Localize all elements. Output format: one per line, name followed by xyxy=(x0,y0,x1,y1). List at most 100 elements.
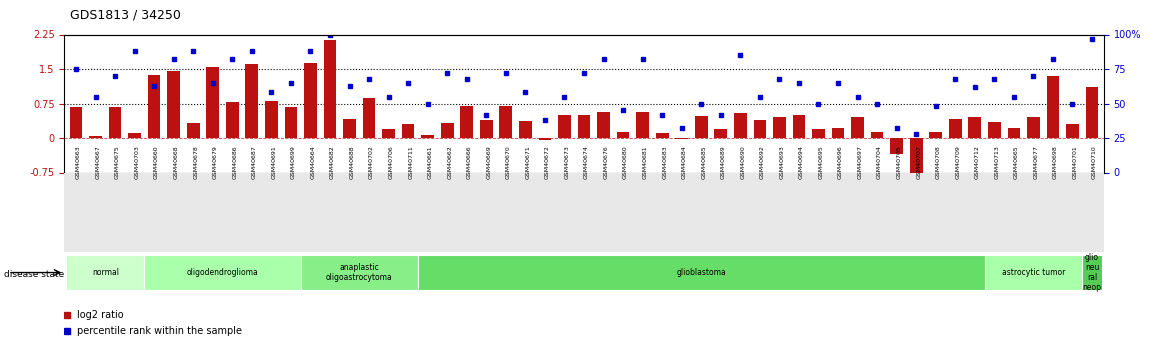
Bar xyxy=(519,120,531,138)
Bar xyxy=(597,112,610,138)
Bar xyxy=(300,255,418,290)
Bar xyxy=(930,132,943,138)
Text: GSM40699: GSM40699 xyxy=(291,145,296,179)
Bar xyxy=(985,255,1083,290)
Text: GSM40681: GSM40681 xyxy=(642,145,647,179)
Text: GSM40709: GSM40709 xyxy=(955,145,960,179)
Text: astrocytic tumor: astrocytic tumor xyxy=(1002,268,1065,277)
Bar xyxy=(145,255,300,290)
Text: GSM40710: GSM40710 xyxy=(1092,145,1097,179)
Text: GSM40703: GSM40703 xyxy=(134,145,140,179)
Bar xyxy=(637,112,649,138)
Bar xyxy=(324,40,336,138)
Text: GSM40686: GSM40686 xyxy=(232,145,237,179)
Text: GSM40707: GSM40707 xyxy=(916,145,922,179)
Text: GSM40663: GSM40663 xyxy=(76,145,81,179)
Text: GSM40675: GSM40675 xyxy=(114,145,120,179)
Text: GSM40671: GSM40671 xyxy=(526,145,530,179)
Text: GSM40662: GSM40662 xyxy=(447,145,452,179)
Bar xyxy=(793,115,805,138)
Text: GSM40689: GSM40689 xyxy=(721,145,725,179)
Text: GSM40664: GSM40664 xyxy=(311,145,315,179)
Bar xyxy=(812,129,825,138)
Text: GSM40697: GSM40697 xyxy=(857,145,862,179)
Text: GSM40665: GSM40665 xyxy=(1014,145,1018,179)
Bar xyxy=(440,123,453,138)
Text: GSM40712: GSM40712 xyxy=(975,145,980,179)
Bar xyxy=(500,106,513,138)
Text: log2 ratio: log2 ratio xyxy=(77,310,124,319)
Text: GSM40682: GSM40682 xyxy=(331,145,335,179)
Bar xyxy=(617,131,630,138)
Bar xyxy=(832,128,844,138)
Text: percentile rank within the sample: percentile rank within the sample xyxy=(77,326,242,336)
Text: GSM40669: GSM40669 xyxy=(486,145,492,179)
Text: GSM40701: GSM40701 xyxy=(1072,145,1078,179)
Bar xyxy=(1066,124,1079,138)
Bar xyxy=(89,136,102,138)
Bar xyxy=(948,119,961,138)
Bar xyxy=(695,116,708,138)
Bar xyxy=(578,115,590,138)
Bar xyxy=(109,107,121,138)
Bar xyxy=(910,138,923,179)
Bar xyxy=(988,122,1001,138)
Bar xyxy=(304,63,317,138)
Bar xyxy=(773,117,786,138)
Text: GSM40706: GSM40706 xyxy=(389,145,394,179)
Text: GSM40674: GSM40674 xyxy=(584,145,589,179)
Bar xyxy=(128,134,141,138)
Text: GSM40711: GSM40711 xyxy=(408,145,413,179)
Bar xyxy=(265,101,278,138)
Text: GSM40680: GSM40680 xyxy=(623,145,628,179)
Bar xyxy=(245,65,258,138)
Bar xyxy=(167,71,180,138)
Bar xyxy=(890,138,903,154)
Text: GSM40672: GSM40672 xyxy=(545,145,550,179)
Text: GSM40661: GSM40661 xyxy=(427,145,432,179)
Text: GSM40678: GSM40678 xyxy=(193,145,199,179)
Text: GSM40692: GSM40692 xyxy=(760,145,765,179)
Text: GSM40683: GSM40683 xyxy=(662,145,667,179)
Text: GSM40673: GSM40673 xyxy=(564,145,570,179)
Bar xyxy=(418,255,985,290)
Bar xyxy=(460,106,473,138)
Text: GDS1813 / 34250: GDS1813 / 34250 xyxy=(70,9,181,22)
Bar xyxy=(225,102,238,138)
Text: GSM40666: GSM40666 xyxy=(467,145,472,179)
Bar xyxy=(382,129,395,138)
Bar xyxy=(402,124,415,138)
Text: GSM40696: GSM40696 xyxy=(837,145,843,179)
Text: GSM40705: GSM40705 xyxy=(897,145,902,179)
Bar xyxy=(753,120,766,138)
Bar xyxy=(67,255,145,290)
Bar xyxy=(968,117,981,138)
Bar xyxy=(70,107,82,138)
Text: GSM40702: GSM40702 xyxy=(369,145,374,179)
Bar xyxy=(558,115,571,138)
Text: GSM40667: GSM40667 xyxy=(96,145,100,179)
Text: GSM40677: GSM40677 xyxy=(1034,145,1038,179)
Bar xyxy=(187,123,200,138)
Bar xyxy=(1086,87,1098,138)
Text: GSM40695: GSM40695 xyxy=(819,145,823,179)
Bar xyxy=(343,119,356,138)
Bar xyxy=(715,129,728,138)
Text: oligodendroglioma: oligodendroglioma xyxy=(187,268,258,277)
Bar xyxy=(285,107,297,138)
Text: GSM40691: GSM40691 xyxy=(271,145,277,179)
Text: GSM40679: GSM40679 xyxy=(213,145,217,179)
Text: GSM40713: GSM40713 xyxy=(994,145,1000,179)
Text: GSM40708: GSM40708 xyxy=(936,145,940,179)
Text: GSM40668: GSM40668 xyxy=(174,145,179,179)
Bar xyxy=(1047,76,1059,138)
Text: glio
neu
ral
neop: glio neu ral neop xyxy=(1083,254,1101,292)
Text: GSM40704: GSM40704 xyxy=(877,145,882,179)
Bar xyxy=(675,138,688,139)
Text: GSM40660: GSM40660 xyxy=(154,145,159,179)
Text: GSM40698: GSM40698 xyxy=(1054,145,1058,179)
Text: glioblastoma: glioblastoma xyxy=(676,268,726,277)
Bar xyxy=(1008,128,1020,138)
Text: GSM40670: GSM40670 xyxy=(506,145,510,179)
Bar xyxy=(1083,255,1101,290)
